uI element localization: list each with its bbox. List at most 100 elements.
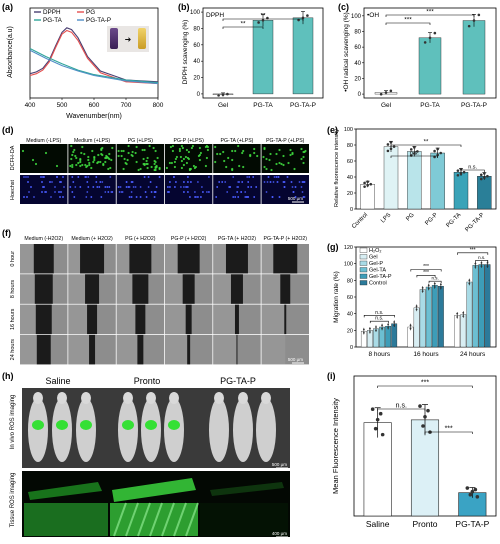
x-tick-label: PG-TA xyxy=(420,102,440,109)
cell-green xyxy=(184,155,187,159)
cell-green xyxy=(80,151,83,155)
cell-blue xyxy=(202,191,204,193)
fluorescence-image-grid: Medium (-LPS) Medium (+LPS) PG (+LPS) PG-P … xyxy=(20,138,309,204)
data-point xyxy=(433,286,436,288)
cell-green xyxy=(123,157,126,161)
data-point xyxy=(462,311,465,314)
cell-blue xyxy=(41,181,43,183)
cell-blue xyxy=(135,196,138,198)
significance-bracket xyxy=(390,144,462,147)
cell-green xyxy=(150,165,153,169)
cell-blue xyxy=(271,196,274,198)
cell-green xyxy=(214,145,217,149)
cell-blue xyxy=(294,186,297,188)
data-point xyxy=(413,146,416,149)
significance-label: *** xyxy=(404,17,412,24)
significance-bracket xyxy=(428,280,442,284)
scale-bar-label-h2: 400 μm xyxy=(272,531,287,536)
cell-green xyxy=(141,148,144,152)
cell-green xyxy=(79,164,82,168)
cell-green xyxy=(143,163,146,167)
bar xyxy=(413,307,420,348)
data-point xyxy=(389,141,393,144)
scratch-gap xyxy=(36,334,51,365)
chart-title-c: •OH xyxy=(367,12,379,19)
mouse-head xyxy=(123,392,133,404)
cell-blue xyxy=(200,196,202,198)
cell-blue xyxy=(134,186,137,188)
cell-green xyxy=(87,155,90,159)
cell-blue xyxy=(155,186,158,188)
cell-blue xyxy=(117,186,120,188)
cell-green xyxy=(154,149,157,153)
legend-label-g: Gel-P xyxy=(369,261,383,267)
group-label-saline: Saline xyxy=(45,376,70,386)
cell-blue xyxy=(167,186,169,188)
cell-green xyxy=(185,161,188,165)
cell-blue xyxy=(51,181,53,183)
cell-blue xyxy=(250,186,253,188)
cell-green xyxy=(72,150,75,154)
cell-blue xyxy=(183,191,185,193)
cell-blue xyxy=(87,186,90,188)
bar xyxy=(418,37,442,95)
cell-green xyxy=(34,162,38,166)
cell-sheet-left xyxy=(20,244,34,274)
significance-label: n.s. xyxy=(478,255,485,260)
arrow-icon: ➜ xyxy=(125,35,132,44)
migration-image-grid: Medium (-H2O2) 0 hour 8 hours 16 hours 24 ho… xyxy=(10,236,309,365)
y-tick-label: 20 xyxy=(347,328,353,334)
cell-blue xyxy=(218,181,221,183)
cell-blue xyxy=(23,176,25,178)
column-label-d: PG (+LPS) xyxy=(128,138,153,144)
cell-blue xyxy=(86,181,89,183)
scratch-gap xyxy=(230,274,243,304)
panel-f: (f) Medium (-H2O2) 0 hour 8 hours 16 hours 2… xyxy=(2,228,309,365)
group-label-pgtap: PG-TA-P xyxy=(220,376,256,386)
tissue-fibre xyxy=(125,502,139,537)
cell-green xyxy=(180,166,183,170)
scratch-gap xyxy=(33,244,54,274)
cell-blue xyxy=(98,186,101,188)
bar xyxy=(453,171,469,210)
cell-blue xyxy=(77,176,80,178)
significance-bracket xyxy=(457,252,489,255)
data-point xyxy=(479,177,483,181)
y-axis-label-e: Relative fluorescence intensity xyxy=(334,129,340,207)
bar xyxy=(363,422,392,517)
cell-green xyxy=(237,144,240,148)
cell-blue xyxy=(119,186,122,188)
row-label-f: 0 hour xyxy=(10,251,16,267)
group-label-pronto: Pronto xyxy=(134,376,161,386)
data-point xyxy=(421,290,424,293)
tissue-fibre xyxy=(173,502,187,537)
significance-label: n.s. xyxy=(431,276,438,281)
data-point xyxy=(381,324,383,327)
cell-blue xyxy=(244,191,247,193)
significance-bracket xyxy=(410,269,442,272)
y-tick-label: 100 xyxy=(344,127,353,133)
scratch-gap xyxy=(80,244,105,274)
legend-swatch-g xyxy=(359,267,368,273)
migration-image xyxy=(261,334,309,365)
data-point xyxy=(362,328,365,331)
scratch-gap xyxy=(89,334,96,365)
data-point xyxy=(409,148,413,151)
cell-green xyxy=(227,156,230,160)
data-point xyxy=(415,305,418,308)
bar xyxy=(472,265,479,348)
cell-green xyxy=(101,146,104,150)
data-point xyxy=(370,407,375,412)
significance-label: n.s. xyxy=(375,310,383,316)
x-tick-labels-a: 400 500 600 700 800 xyxy=(25,98,164,109)
data-point xyxy=(486,265,489,268)
scratch-gap xyxy=(129,244,152,274)
column-label-f: PG-TA-P (+ H2O2) xyxy=(264,236,308,242)
x-tick-label: Gel xyxy=(218,102,229,109)
cell-blue xyxy=(187,181,189,183)
cell-green xyxy=(291,152,294,156)
legend-label-g: Gel xyxy=(369,255,378,261)
row-label-f: 24 hours xyxy=(10,339,16,361)
cell-green xyxy=(170,161,173,165)
significance-bracket xyxy=(385,14,475,17)
